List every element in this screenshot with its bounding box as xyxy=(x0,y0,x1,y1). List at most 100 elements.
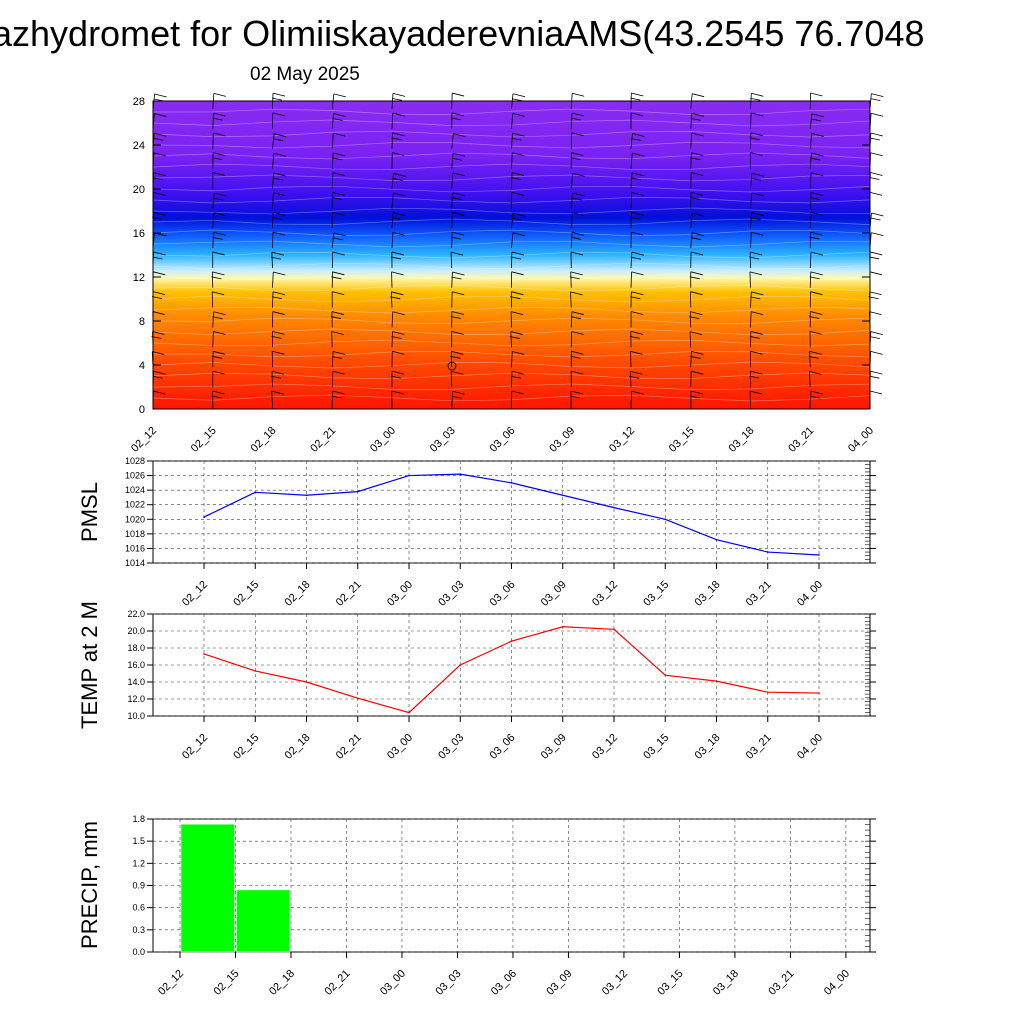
precip-panel: 0.0 0.3 0.6 0.9 1.2 1.5 1.8 02_12 02_15 02_18 02_2… xyxy=(77,814,876,998)
wind-barb-flag xyxy=(869,191,883,196)
wind-barb-flag xyxy=(570,291,583,296)
wind-barb-flag xyxy=(690,356,701,359)
wind-barb-flag xyxy=(451,331,464,335)
wind-barb-flag xyxy=(392,178,403,181)
pmsl-x-tick-label: 03_15 xyxy=(641,579,671,609)
wind-barb-flag xyxy=(571,370,584,375)
wind-barb-flag xyxy=(869,311,882,316)
wind-barb-flag xyxy=(631,192,644,196)
wind-barb-flag xyxy=(572,212,585,216)
precip-x-tick-label: 02_18 xyxy=(267,968,297,998)
wind-barb xyxy=(630,133,633,149)
wind-barb xyxy=(750,291,752,308)
pmsl-x-tick-label: 02_21 xyxy=(334,579,364,609)
wind-barb-flag xyxy=(870,172,883,176)
wind-barb-flag xyxy=(153,211,166,216)
wind-barb-flag xyxy=(630,350,643,355)
wind-barb-flag xyxy=(690,390,704,395)
wind-barb-flag xyxy=(212,271,225,276)
temp-x-tick-label: 02_15 xyxy=(231,732,261,762)
wind-barb-flag xyxy=(512,351,525,355)
wind-barb xyxy=(809,371,811,388)
wind-barb-flag xyxy=(870,350,883,355)
wind-barb xyxy=(750,112,752,129)
temp-x-tick-label: 03_09 xyxy=(539,732,569,762)
wind-barb xyxy=(212,331,214,348)
wind-barb-flag xyxy=(692,93,705,98)
wind-barb-flag xyxy=(332,172,345,176)
wind-barb xyxy=(809,351,811,368)
wind-barb xyxy=(331,172,334,189)
wind-barb xyxy=(809,271,812,288)
wind-barb-flag xyxy=(332,370,345,375)
temp-data-point xyxy=(356,697,359,699)
wind-barb-flag xyxy=(511,98,523,102)
wind-barb-flag xyxy=(452,152,466,157)
wind-barb-flag xyxy=(213,112,226,117)
xs-x-tick-label: 02_12 xyxy=(129,425,159,455)
wind-barb-flag xyxy=(391,336,402,339)
pmsl-data-point xyxy=(818,554,820,556)
wind-barb xyxy=(272,153,275,169)
wind-barb-flag xyxy=(511,370,525,375)
wind-barb-flag xyxy=(152,177,163,181)
pmsl-x-tick-label: 03_18 xyxy=(693,579,723,609)
wind-barb xyxy=(511,232,514,249)
wind-barb xyxy=(451,192,453,209)
wind-barb-flag xyxy=(332,191,345,196)
wind-barb-flag xyxy=(213,311,226,316)
wind-barb-flag xyxy=(331,276,342,280)
wind-barb-flag xyxy=(151,296,163,300)
wind-barb xyxy=(451,153,454,169)
temp-data-point xyxy=(818,692,820,694)
wind-barb xyxy=(211,291,214,308)
wind-barb-flag xyxy=(512,132,525,137)
wind-barb-flag xyxy=(691,370,704,375)
wind-barb-flag xyxy=(511,251,524,256)
wind-barb-flag xyxy=(810,211,823,216)
pmsl-x-tick-label: 03_00 xyxy=(385,579,415,609)
temp-x-tick-label: 03_15 xyxy=(641,732,671,762)
wind-barb-flag xyxy=(273,271,286,276)
wind-barb-flag xyxy=(870,331,883,336)
pmsl-x-tick-label: 04_00 xyxy=(795,579,825,609)
pmsl-x-tick-label: 02_12 xyxy=(180,579,210,609)
wind-barb xyxy=(809,192,812,209)
wind-barb-flag xyxy=(630,177,642,181)
wind-barb-flag xyxy=(332,271,345,276)
temp-x-tick-label: 03_21 xyxy=(744,732,774,762)
wind-barb-flag xyxy=(750,296,761,300)
wind-barb-flag xyxy=(750,311,764,316)
wind-barb-flag xyxy=(510,331,523,335)
wind-barb-flag xyxy=(749,271,763,276)
wind-barb-flag xyxy=(512,217,523,221)
wind-barb-flag xyxy=(452,390,465,395)
wind-barb-flag xyxy=(510,177,522,180)
wind-barb-flag xyxy=(452,271,465,276)
wind-barb-flag xyxy=(391,370,405,375)
pmsl-data-point xyxy=(305,494,308,497)
precip-x-tick-label: 03_12 xyxy=(600,968,630,998)
temp-x-tick-label: 02_21 xyxy=(334,732,364,762)
wind-barb xyxy=(809,172,812,189)
wind-barb xyxy=(331,331,333,348)
wind-barb-flag xyxy=(690,117,701,121)
wind-barb xyxy=(750,212,752,229)
wind-barb-flag xyxy=(213,197,224,201)
wind-barb-flag xyxy=(152,216,163,220)
temp-x-tick-label: 03_18 xyxy=(693,732,723,762)
wind-barb-flag xyxy=(511,291,524,296)
wind-barb-flag xyxy=(630,97,641,101)
pmsl-y-tick-label: 1024 xyxy=(125,485,145,495)
wind-barb-flag xyxy=(510,256,521,260)
wind-barb-flag xyxy=(332,291,345,296)
wind-barb xyxy=(809,113,813,129)
wind-barb-flag xyxy=(810,390,824,395)
wind-barb xyxy=(331,232,335,249)
wind-barb-flag xyxy=(870,152,883,157)
wind-barb-flag xyxy=(274,133,287,138)
wind-barb-flag xyxy=(750,370,763,375)
xs-x-tick-label: 03_21 xyxy=(786,425,816,455)
pmsl-y-tick-label: 1014 xyxy=(125,558,145,568)
